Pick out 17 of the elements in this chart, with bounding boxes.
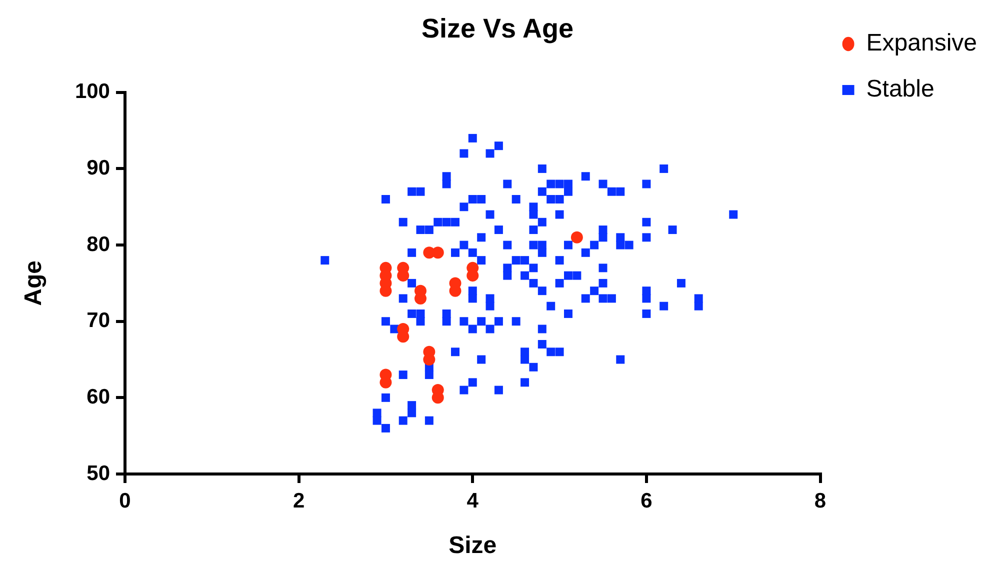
y-tick-label: 100 xyxy=(74,80,110,104)
y-axis-title: Age xyxy=(20,260,48,306)
y-tick-label: 80 xyxy=(86,232,110,256)
y-tick-label: 70 xyxy=(86,309,110,332)
point xyxy=(570,231,583,244)
x-tick-label: 8 xyxy=(814,489,826,512)
y-tick-label: 90 xyxy=(86,156,110,180)
x-tick-label: 4 xyxy=(466,489,479,512)
x-tick-label: 2 xyxy=(292,489,305,512)
legend-label: Stable xyxy=(866,76,934,103)
y-tick-label: 60 xyxy=(86,385,110,408)
legend-label: Expansive xyxy=(866,30,978,57)
x-tick-label: 0 xyxy=(119,489,131,512)
chart-title: Size Vs Age xyxy=(421,14,574,44)
x-tick-label: 6 xyxy=(640,489,652,512)
y-tick-label: 50 xyxy=(86,462,110,485)
x-axis-title: Size xyxy=(448,532,497,560)
